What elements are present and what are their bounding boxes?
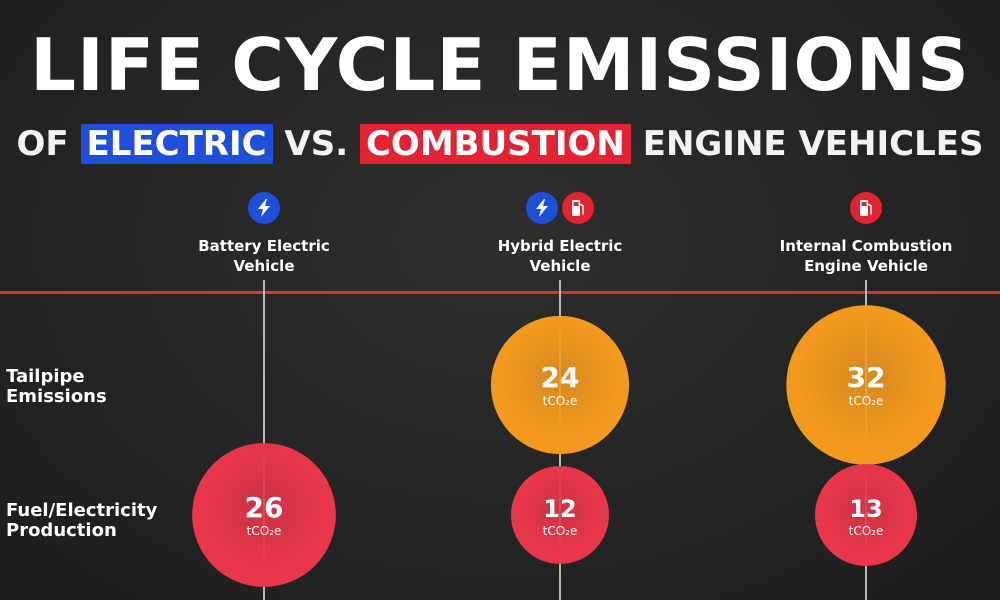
page-subtitle: OF ELECTRIC VS. COMBUSTION ENGINE VEHICL… — [0, 122, 1000, 166]
bubble-unit-label: tCO₂e — [247, 524, 282, 538]
column-header-battery-electric: Battery Electric Vehicle — [154, 192, 374, 276]
bubble-value-label: 12 — [543, 495, 576, 523]
column-label: Battery Electric Vehicle — [198, 237, 330, 275]
bubble-value-label: 24 — [541, 361, 580, 394]
lightning-icon — [526, 192, 558, 224]
bubble-unit-label: tCO₂e — [849, 524, 884, 538]
bubble-unit-label: tCO₂e — [543, 524, 578, 538]
fuel-pump-icon — [850, 192, 882, 224]
row-label-tailpipe: Tailpipe Emissions — [6, 366, 107, 407]
bubble-value-label: 32 — [847, 361, 886, 394]
subtitle-vs: VS. — [284, 124, 349, 164]
bubble-unit-label: tCO₂e — [543, 394, 578, 408]
column-label: Internal Combustion Engine Vehicle — [779, 237, 953, 275]
lightning-icon — [248, 192, 280, 224]
subtitle-suffix: ENGINE VEHICLES — [642, 124, 984, 164]
subtitle-combustion-highlight: COMBUSTION — [359, 124, 631, 164]
emissions-bubble — [815, 464, 917, 566]
column-label: Hybrid Electric Vehicle — [497, 237, 623, 275]
emissions-bubble — [511, 466, 609, 564]
emissions-bubble — [192, 443, 336, 587]
header-divider — [0, 291, 1000, 294]
fuel-pump-icon — [562, 192, 594, 224]
column-header-hybrid-electric: Hybrid Electric Vehicle — [450, 192, 670, 276]
row-label-production: Fuel/Electricity Production — [6, 500, 158, 541]
bubble-value-label: 26 — [245, 491, 284, 524]
subtitle-electric-highlight: ELECTRIC — [80, 124, 273, 164]
emissions-bubble — [490, 315, 630, 455]
column-header-internal-combustion: Internal Combustion Engine Vehicle — [756, 192, 976, 276]
bubble-value-label: 13 — [849, 495, 882, 523]
page-title: LIFE CYCLE EMISSIONS — [30, 23, 970, 107]
subtitle-prefix: OF — [16, 124, 69, 164]
bubble-unit-label: tCO₂e — [849, 394, 884, 408]
